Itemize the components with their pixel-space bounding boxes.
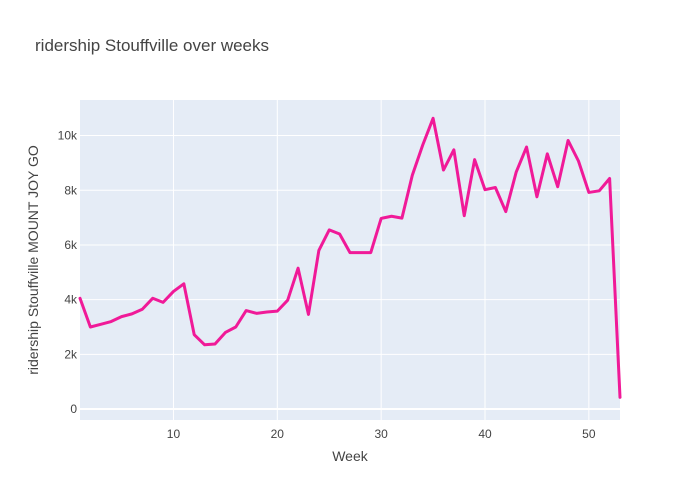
y-tick-labels: 0 2k 4k 6k 8k 10k (58, 129, 78, 417)
x-tick-label: 50 (582, 427, 596, 441)
plot-area (80, 100, 620, 420)
y-tick-label: 8k (64, 183, 78, 197)
y-tick-label: 6k (64, 238, 78, 252)
y-tick-label: 2k (64, 347, 78, 361)
x-tick-label: 30 (374, 427, 388, 441)
y-tick-label: 0 (70, 402, 77, 416)
x-tick-label: 10 (167, 427, 181, 441)
y-tick-label: 10k (58, 129, 78, 143)
y-tick-label: 4k (64, 293, 78, 307)
chart-title: ridership Stouffville over weeks (35, 36, 269, 55)
x-tick-label: 40 (478, 427, 492, 441)
y-axis-title: ridership Stouffville MOUNT JOY GO (25, 145, 41, 375)
ridership-series-line (78, 116, 622, 399)
x-tick-label: 20 (271, 427, 285, 441)
y-gridlines (80, 135, 620, 411)
x-gridlines (172, 100, 590, 420)
x-axis-title: Week (332, 448, 369, 464)
x-tick-labels: 10 20 30 40 50 (167, 427, 596, 441)
